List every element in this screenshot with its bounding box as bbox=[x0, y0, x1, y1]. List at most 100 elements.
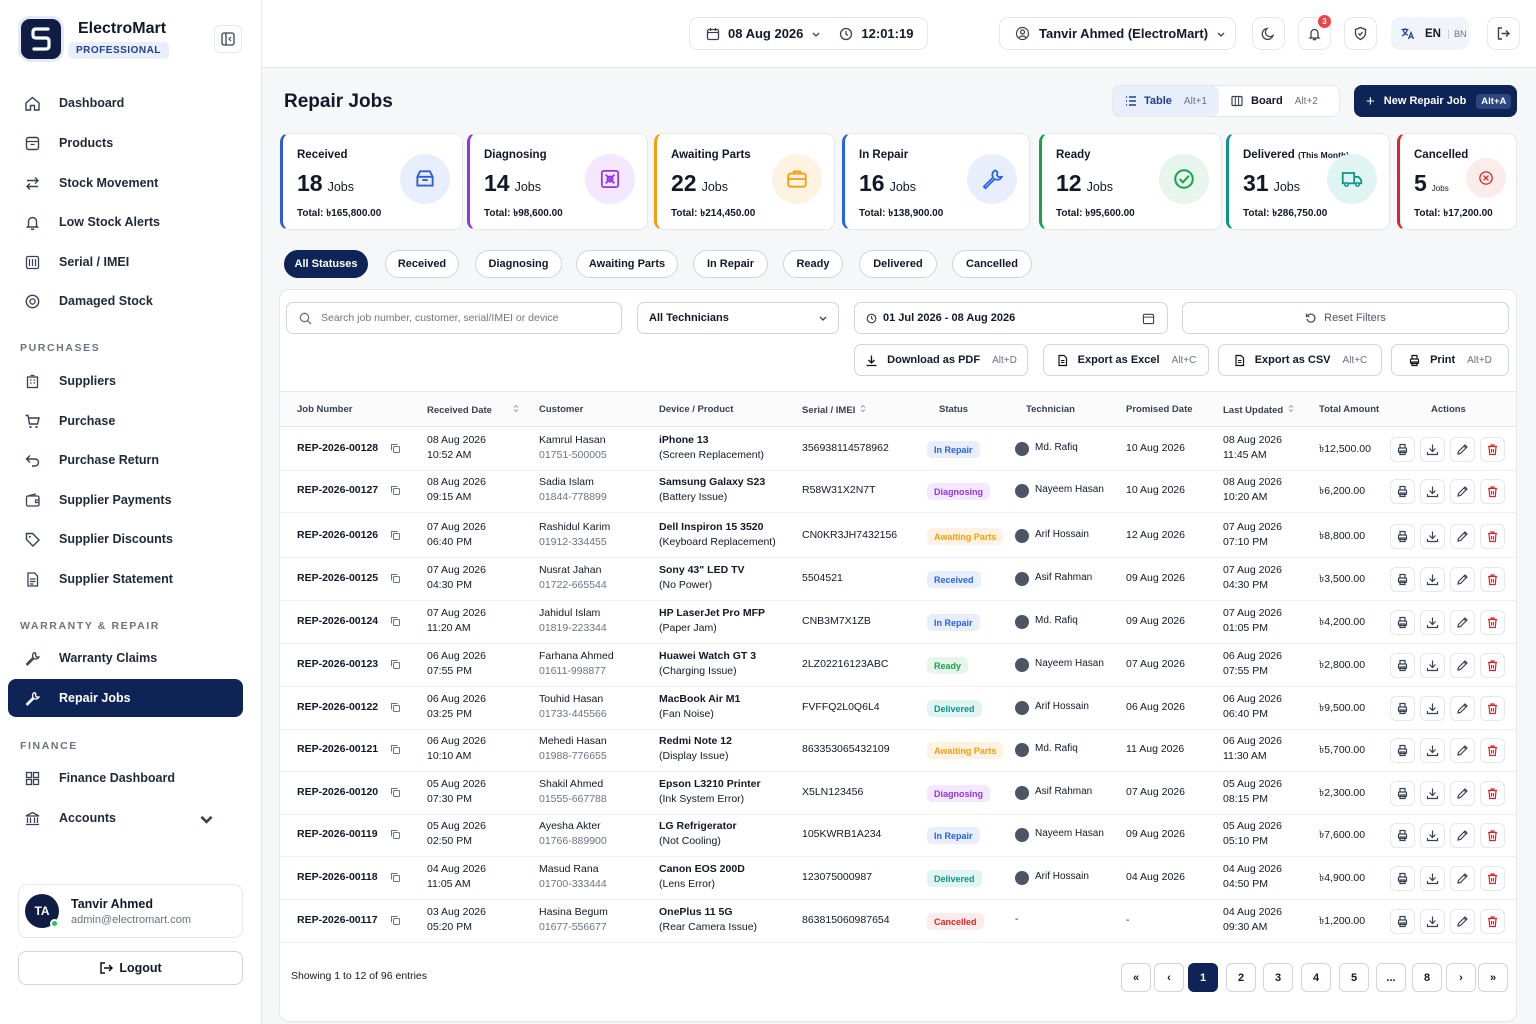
next-page-button[interactable]: › bbox=[1446, 963, 1476, 992]
prev-page-button[interactable]: ‹ bbox=[1154, 963, 1184, 992]
download-as-pdf-button[interactable]: Download as PDF Alt+D bbox=[854, 344, 1028, 376]
stat-card-awaiting-parts[interactable]: Awaiting Parts 22 Jobs Total: ৳214,450.00 bbox=[654, 133, 835, 230]
lang-en[interactable]: EN bbox=[1425, 27, 1441, 40]
last-page-button[interactable]: » bbox=[1478, 963, 1508, 992]
stat-card-delivered[interactable]: Delivered (This Month) 31 Jobs Total: ৳28… bbox=[1226, 133, 1390, 230]
edit-row-button[interactable] bbox=[1450, 610, 1475, 635]
delete-row-button[interactable] bbox=[1480, 781, 1505, 806]
copy-icon[interactable] bbox=[390, 829, 401, 840]
column-last-updated[interactable]: Last Updated bbox=[1223, 404, 1295, 416]
sidebar-item-warranty-claims[interactable]: Warranty Claims bbox=[8, 639, 243, 677]
print-row-button[interactable] bbox=[1390, 610, 1415, 635]
download-row-button[interactable] bbox=[1420, 909, 1445, 934]
page-button[interactable]: 5 bbox=[1339, 963, 1369, 992]
exit-button[interactable] bbox=[1487, 17, 1520, 50]
status-chip-delivered[interactable]: Delivered bbox=[859, 250, 937, 278]
sidebar-item-repair-jobs[interactable]: Repair Jobs bbox=[8, 679, 243, 717]
job-number[interactable]: REP-2026-00121 bbox=[297, 743, 379, 755]
stat-card-diagnosing[interactable]: Diagnosing 14 Jobs Total: ৳98,600.00 bbox=[467, 133, 648, 230]
job-number[interactable]: REP-2026-00118 bbox=[297, 871, 378, 883]
page-button[interactable]: 2 bbox=[1226, 963, 1256, 992]
print-row-button[interactable] bbox=[1390, 653, 1415, 678]
page-button[interactable]: 4 bbox=[1301, 963, 1331, 992]
print-row-button[interactable] bbox=[1390, 909, 1415, 934]
edit-row-button[interactable] bbox=[1450, 653, 1475, 678]
delete-row-button[interactable] bbox=[1480, 823, 1505, 848]
edit-row-button[interactable] bbox=[1450, 781, 1475, 806]
print-row-button[interactable] bbox=[1390, 524, 1415, 549]
print-button[interactable]: Print Alt+D bbox=[1391, 344, 1509, 376]
sidebar-item-finance-dashboard[interactable]: Finance Dashboard bbox=[8, 759, 243, 797]
edit-row-button[interactable] bbox=[1450, 479, 1475, 504]
print-row-button[interactable] bbox=[1390, 866, 1415, 891]
sidebar-item-purchase-return[interactable]: Purchase Return bbox=[8, 441, 243, 479]
status-chip-all-statuses[interactable]: All Statuses bbox=[284, 250, 368, 278]
job-number[interactable]: REP-2026-00124 bbox=[297, 615, 379, 627]
delete-row-button[interactable] bbox=[1480, 524, 1505, 549]
print-row-button[interactable] bbox=[1390, 567, 1415, 592]
page-button[interactable]: 8 bbox=[1412, 963, 1442, 992]
delete-row-button[interactable] bbox=[1480, 653, 1505, 678]
edit-row-button[interactable] bbox=[1450, 738, 1475, 763]
print-row-button[interactable] bbox=[1390, 479, 1415, 504]
job-number[interactable]: REP-2026-00119 bbox=[297, 828, 378, 840]
edit-row-button[interactable] bbox=[1450, 696, 1475, 721]
copy-icon[interactable] bbox=[390, 915, 401, 926]
table-row[interactable]: REP-2026-00120 05 Aug 2026 07:30 PM Shaki… bbox=[280, 772, 1516, 815]
job-number[interactable]: REP-2026-00126 bbox=[297, 529, 379, 541]
download-row-button[interactable] bbox=[1420, 696, 1445, 721]
job-number[interactable]: REP-2026-00128 bbox=[297, 442, 379, 454]
notifications-button[interactable]: 3 bbox=[1298, 15, 1331, 50]
technician-select[interactable]: All Technicians bbox=[637, 302, 839, 334]
download-row-button[interactable] bbox=[1420, 567, 1445, 592]
job-number[interactable]: REP-2026-00123 bbox=[297, 658, 379, 670]
stat-card-ready[interactable]: Ready 12 Jobs Total: ৳95,600.00 bbox=[1039, 133, 1222, 230]
copy-icon[interactable] bbox=[390, 787, 401, 798]
sidebar-item-stock-movement[interactable]: Stock Movement bbox=[8, 164, 243, 202]
table-row[interactable]: REP-2026-00118 04 Aug 2026 11:05 AM Masud… bbox=[280, 857, 1516, 900]
page-button[interactable]: 1 bbox=[1188, 963, 1218, 992]
status-chip-received[interactable]: Received bbox=[385, 250, 459, 278]
table-row[interactable]: REP-2026-00124 07 Aug 2026 11:20 AM Jahid… bbox=[280, 601, 1516, 644]
view-table-button[interactable]: Table Alt+1 bbox=[1113, 86, 1219, 116]
sidebar-item-supplier-discounts[interactable]: Supplier Discounts bbox=[8, 520, 243, 558]
download-row-button[interactable] bbox=[1420, 479, 1445, 504]
search-input[interactable] bbox=[321, 312, 611, 324]
print-row-button[interactable] bbox=[1390, 823, 1415, 848]
status-chip-diagnosing[interactable]: Diagnosing bbox=[475, 250, 562, 278]
edit-row-button[interactable] bbox=[1450, 567, 1475, 592]
download-row-button[interactable] bbox=[1420, 866, 1445, 891]
download-row-button[interactable] bbox=[1420, 781, 1445, 806]
lang-bn[interactable]: BN bbox=[1447, 28, 1467, 39]
export-as-csv-button[interactable]: Export as CSV Alt+C bbox=[1218, 344, 1382, 376]
reset-filters-button[interactable]: Reset Filters bbox=[1182, 302, 1509, 334]
sidebar-item-supplier-statement[interactable]: Supplier Statement bbox=[8, 560, 243, 598]
sidebar-item-purchase[interactable]: Purchase bbox=[8, 402, 243, 440]
date-range-picker[interactable]: 01 Jul 2026 - 08 Aug 2026 bbox=[854, 302, 1168, 334]
stat-card-received[interactable]: Received 18 Jobs Total: ৳165,800.00 bbox=[280, 133, 463, 230]
table-row[interactable]: REP-2026-00117 03 Aug 2026 05:20 PM Hasin… bbox=[280, 900, 1516, 943]
sidebar-item-damaged-stock[interactable]: Damaged Stock bbox=[8, 282, 243, 320]
copy-icon[interactable] bbox=[390, 872, 401, 883]
page-button[interactable]: 3 bbox=[1263, 963, 1293, 992]
first-page-button[interactable]: « bbox=[1121, 963, 1151, 992]
table-row[interactable]: REP-2026-00122 06 Aug 2026 03:25 PM Touhi… bbox=[280, 687, 1516, 730]
table-row[interactable]: REP-2026-00123 06 Aug 2026 07:55 PM Farha… bbox=[280, 644, 1516, 687]
print-row-button[interactable] bbox=[1390, 437, 1415, 462]
edit-row-button[interactable] bbox=[1450, 437, 1475, 462]
copy-icon[interactable] bbox=[390, 702, 401, 713]
sidebar-item-low-stock-alerts[interactable]: Low Stock Alerts bbox=[8, 203, 243, 241]
download-row-button[interactable] bbox=[1420, 610, 1445, 635]
delete-row-button[interactable] bbox=[1480, 567, 1505, 592]
delete-row-button[interactable] bbox=[1480, 909, 1505, 934]
delete-row-button[interactable] bbox=[1480, 479, 1505, 504]
delete-row-button[interactable] bbox=[1480, 866, 1505, 891]
download-row-button[interactable] bbox=[1420, 653, 1445, 678]
table-row[interactable]: REP-2026-00126 07 Aug 2026 06:40 PM Rashi… bbox=[280, 515, 1516, 558]
sidebar-item-dashboard[interactable]: Dashboard bbox=[8, 84, 243, 122]
theme-toggle-button[interactable] bbox=[1252, 17, 1285, 50]
download-row-button[interactable] bbox=[1420, 524, 1445, 549]
sidebar-item-serial-imei[interactable]: Serial / IMEI bbox=[8, 243, 243, 281]
job-number[interactable]: REP-2026-00125 bbox=[297, 572, 379, 584]
security-button[interactable] bbox=[1344, 17, 1377, 50]
